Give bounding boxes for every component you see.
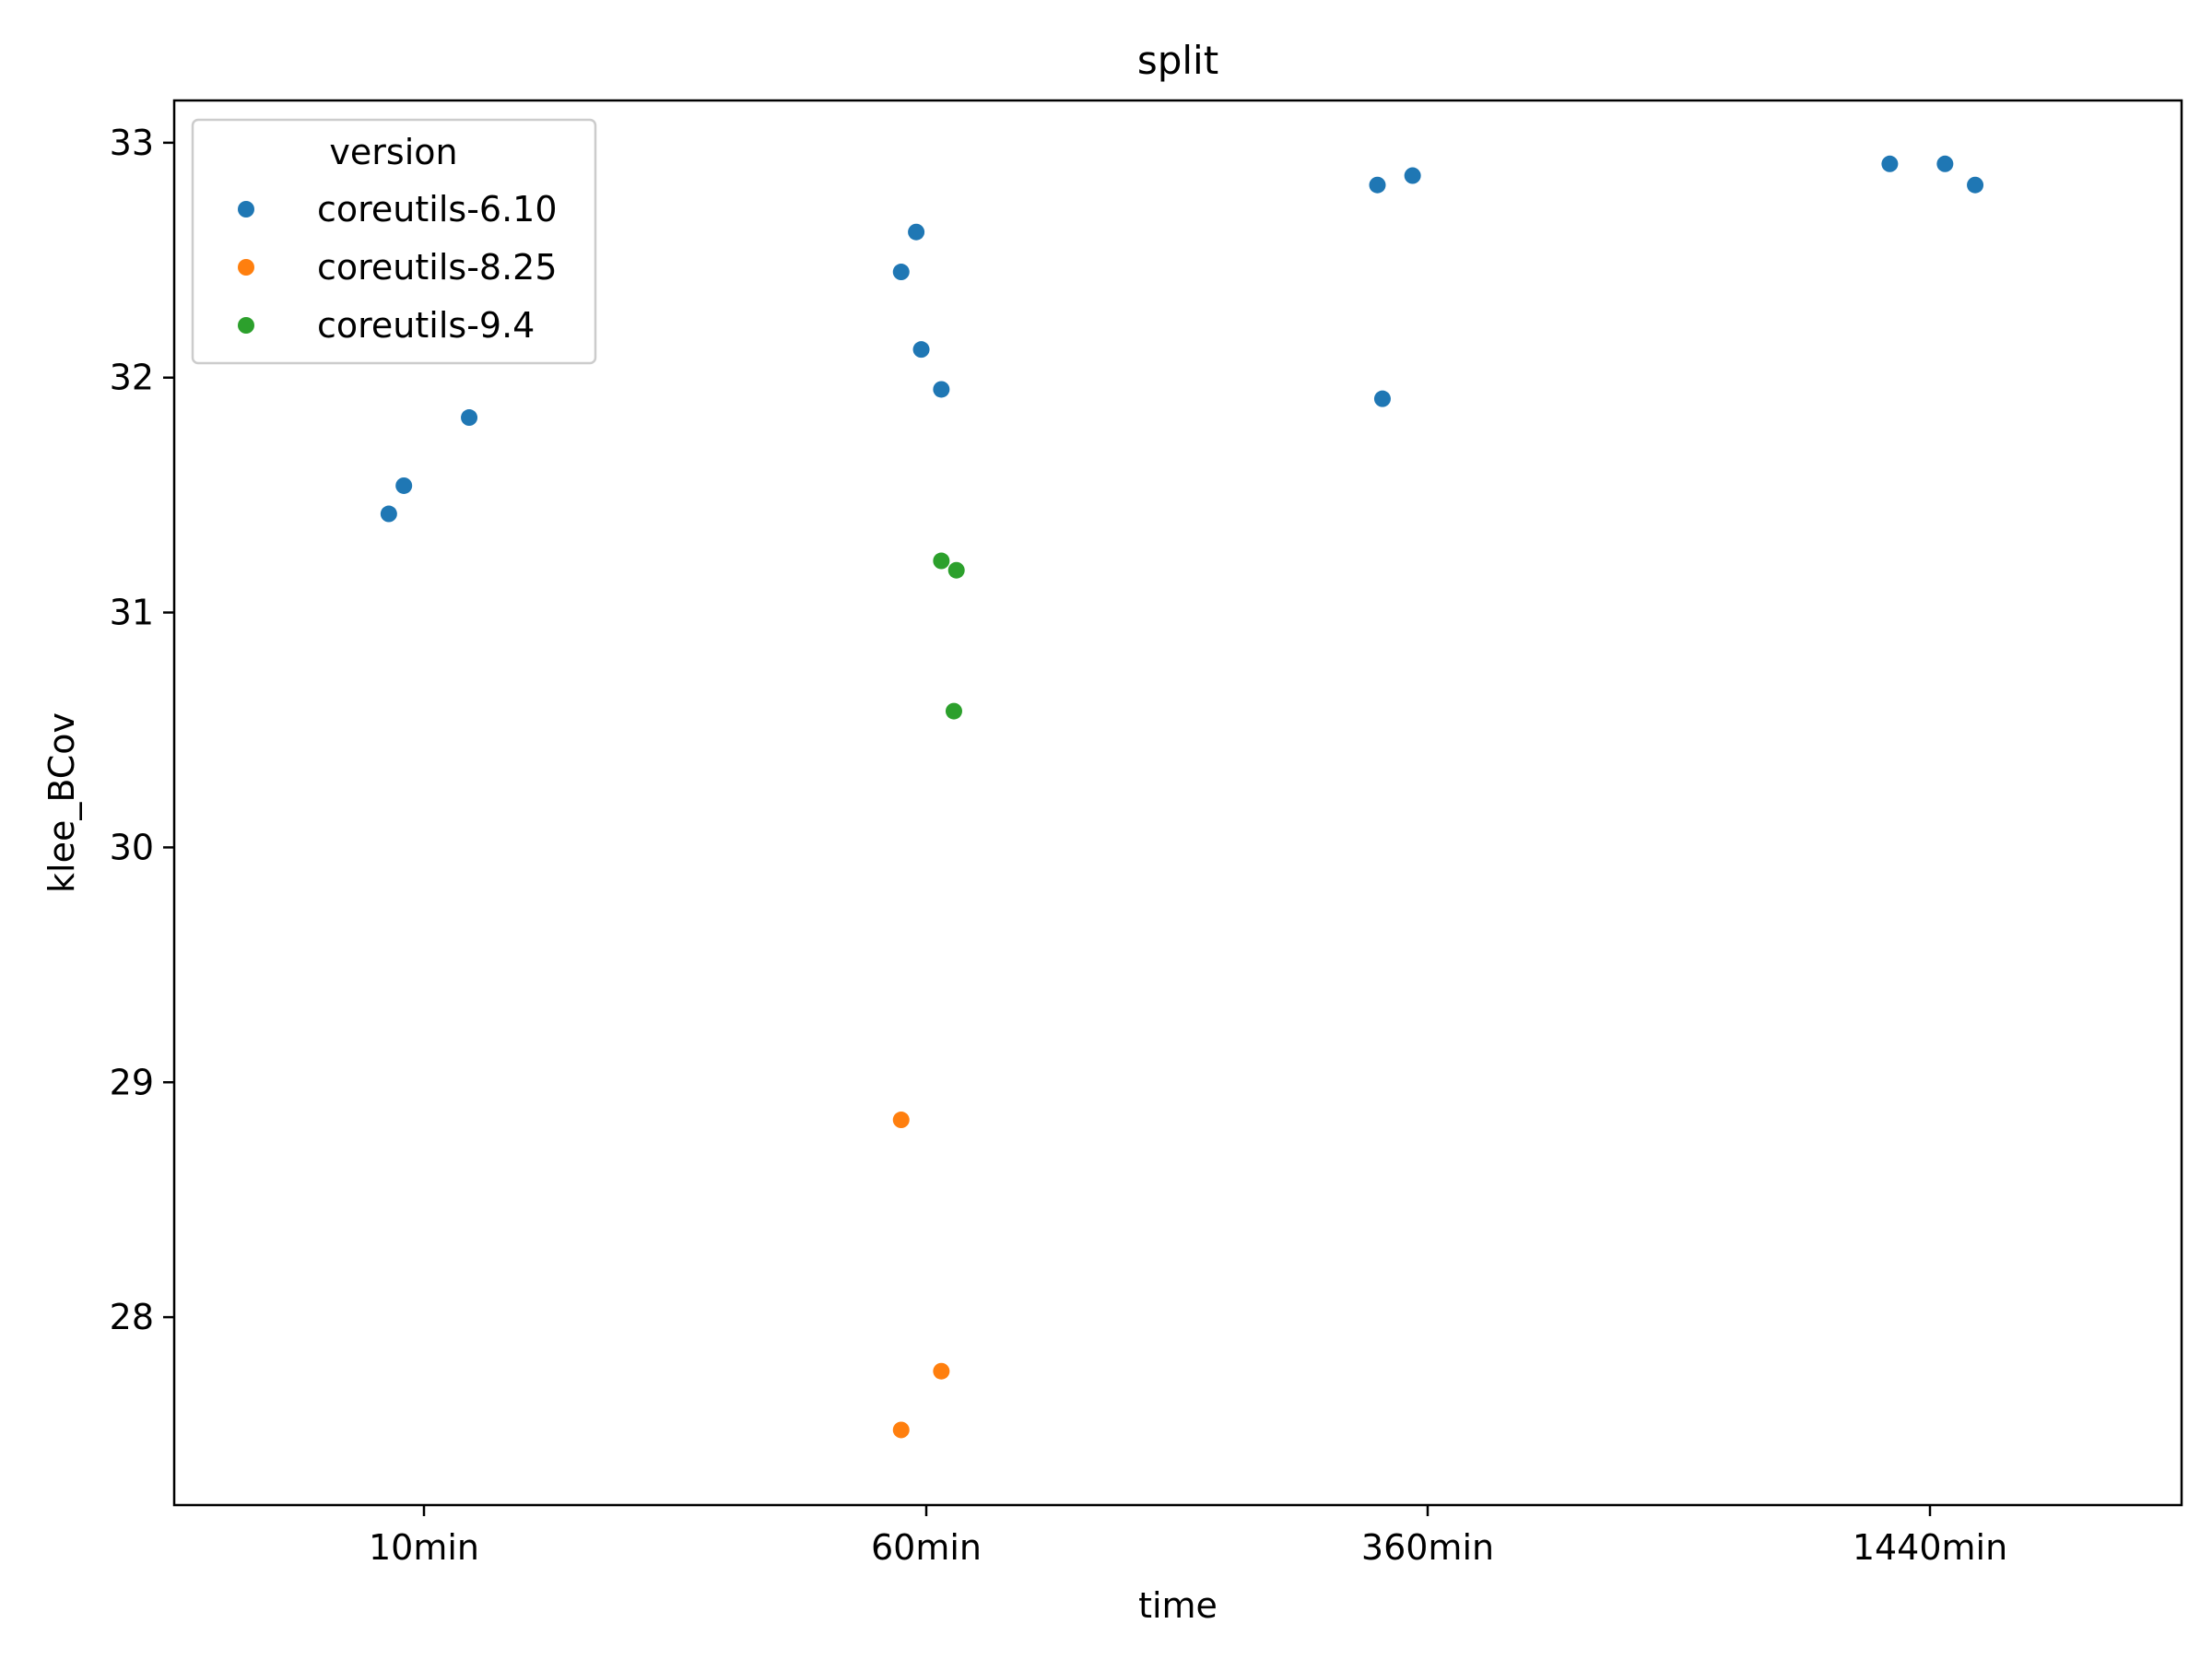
data-point — [380, 505, 397, 523]
data-point — [1404, 167, 1421, 184]
data-point — [908, 223, 925, 241]
data-point — [1936, 155, 1954, 172]
legend-label: coreutils-9.4 — [317, 305, 535, 346]
legend-box — [191, 118, 597, 365]
data-point — [947, 561, 965, 579]
legend-title: version — [329, 132, 457, 172]
data-point — [1373, 390, 1391, 407]
legend-label: coreutils-8.25 — [317, 247, 558, 288]
data-point — [395, 477, 413, 494]
data-point — [892, 1421, 910, 1439]
data-point — [933, 1362, 950, 1380]
data-point — [1967, 176, 1984, 194]
y-tick-label: 31 — [110, 593, 154, 633]
data-point — [892, 264, 910, 281]
chart-title: split — [1137, 38, 1218, 83]
x-tick-label: 60min — [871, 1527, 982, 1568]
data-point — [1881, 155, 1899, 172]
data-point — [933, 552, 950, 570]
data-points — [380, 155, 1984, 1439]
y-tick-label: 28 — [110, 1297, 154, 1337]
legend-marker — [238, 259, 254, 276]
data-point — [892, 1112, 910, 1129]
y-tick-label: 32 — [110, 358, 154, 398]
y-axis-ticks: 28 29 30 31 32 33 — [110, 123, 174, 1337]
y-axis-label: klee_BCov — [41, 712, 82, 893]
legend: version coreutils-6.10coreutils-8.25core… — [191, 118, 597, 365]
legend-marker — [238, 201, 254, 218]
x-tick-label: 360min — [1361, 1527, 1494, 1568]
x-tick-label: 1440min — [1853, 1527, 2007, 1568]
data-point — [945, 702, 962, 720]
data-point — [1369, 176, 1386, 194]
legend-items: coreutils-6.10 coreutils-8.25 coreutils-9.… — [238, 189, 558, 346]
data-point — [933, 381, 950, 398]
x-tick-label: 10min — [369, 1527, 479, 1568]
y-tick-label: 33 — [110, 123, 154, 163]
data-point — [461, 409, 478, 427]
plot-frame — [172, 99, 2183, 1507]
x-axis-label: time — [1138, 1585, 1218, 1626]
legend-marker — [238, 317, 254, 334]
legend-label: coreutils-6.10 — [317, 189, 558, 229]
data-point — [912, 341, 930, 359]
x-axis-ticks: 10min 60min 360min 1440min — [369, 1505, 2007, 1568]
y-tick-label: 29 — [110, 1062, 154, 1102]
y-tick-label: 30 — [110, 827, 154, 867]
